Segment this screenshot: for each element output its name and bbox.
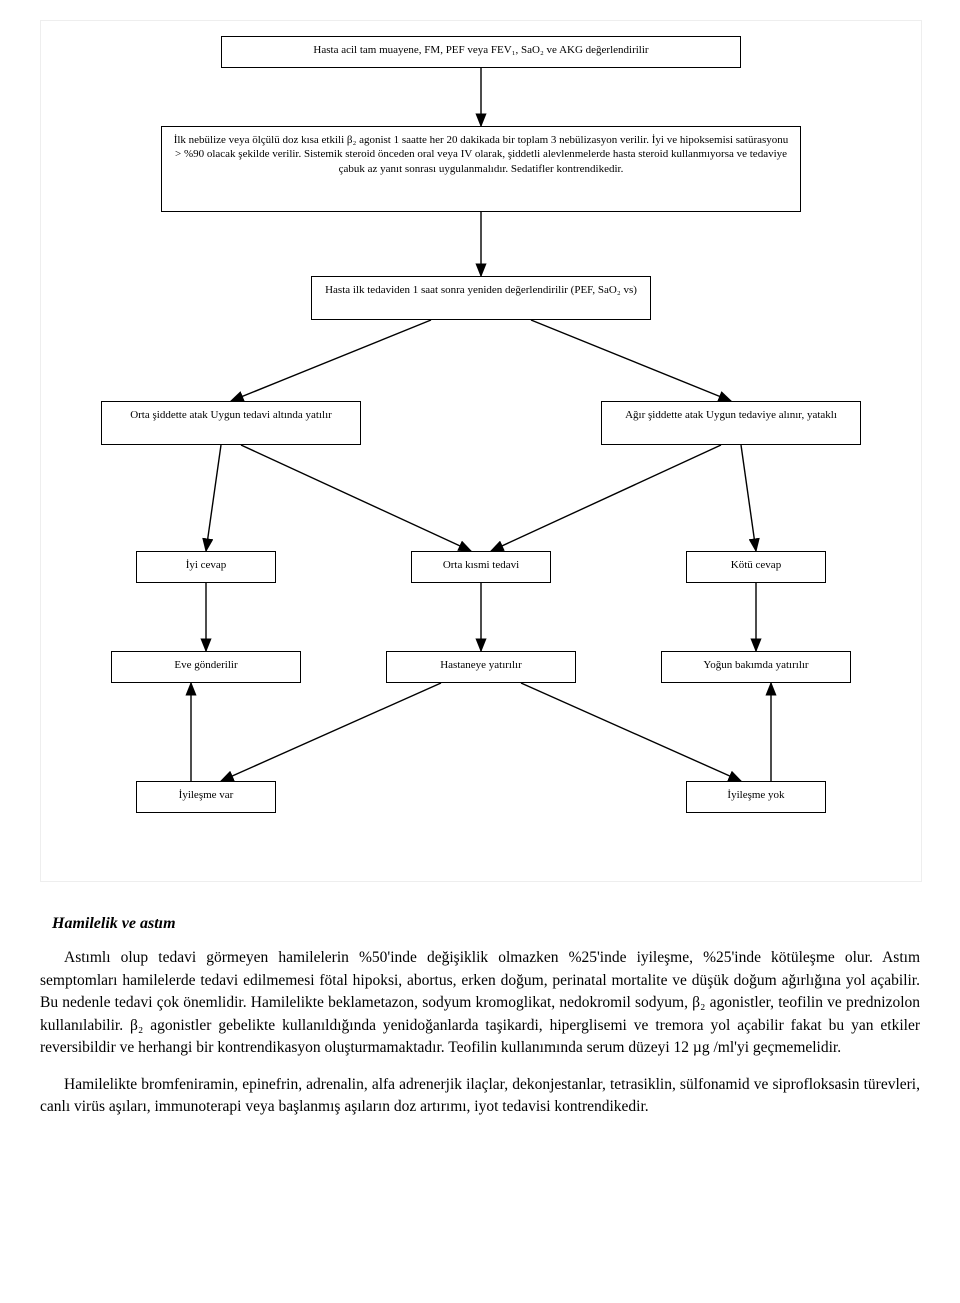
body-text: Hamilelik ve astım Astımlı olup tedavi g… bbox=[40, 912, 920, 1118]
flowchart-node: Eve gönderilir bbox=[111, 651, 301, 683]
flowchart: Hasta acil tam muayene, FM, PEF veya FEV… bbox=[40, 20, 922, 882]
flowchart-node: İyileşme yok bbox=[686, 781, 826, 813]
flowchart-node: Orta kısmi tedavi bbox=[411, 551, 551, 583]
flowchart-node: Yoğun bakımda yatırılır bbox=[661, 651, 851, 683]
paragraph-1: Astımlı olup tedavi görmeyen hamilelerin… bbox=[40, 947, 920, 1059]
section-heading: Hamilelik ve astım bbox=[52, 912, 920, 935]
flowchart-node: Hastaneye yatırılır bbox=[386, 651, 576, 683]
flowchart-node: Ağır şiddette atak Uygun tedaviye alınır… bbox=[601, 401, 861, 445]
flowchart-node: Hasta ilk tedaviden 1 saat sonra yeniden… bbox=[311, 276, 651, 320]
flowchart-node: İyileşme var bbox=[136, 781, 276, 813]
flowchart-node: Hasta acil tam muayene, FM, PEF veya FEV… bbox=[221, 36, 741, 68]
flowchart-node: Orta şiddette atak Uygun tedavi altında … bbox=[101, 401, 361, 445]
paragraph-2: Hamilelikte bromfeniramin, epinefrin, ad… bbox=[40, 1074, 920, 1119]
flowchart-node: İlk nebülize veya ölçülü doz kısa etkili… bbox=[161, 126, 801, 212]
flowchart-node: Kötü cevap bbox=[686, 551, 826, 583]
flowchart-node: İyi cevap bbox=[136, 551, 276, 583]
page: Hasta acil tam muayene, FM, PEF veya FEV… bbox=[0, 0, 960, 1172]
